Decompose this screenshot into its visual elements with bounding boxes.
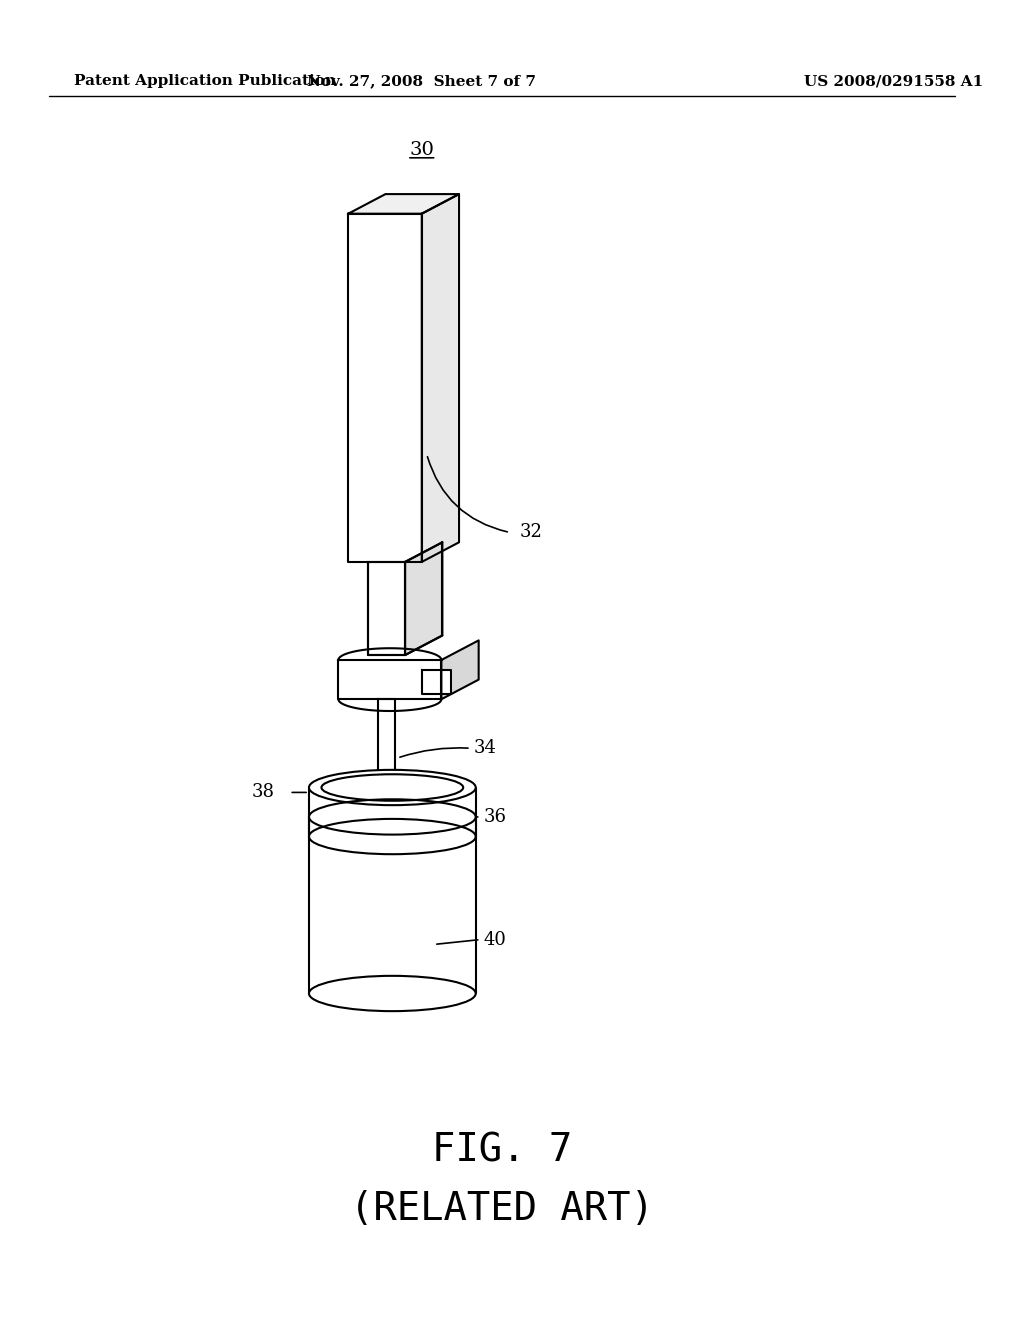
Text: 32: 32	[520, 524, 543, 541]
Text: US 2008/0291558 A1: US 2008/0291558 A1	[804, 74, 983, 88]
Polygon shape	[378, 700, 395, 788]
Polygon shape	[368, 562, 406, 655]
Ellipse shape	[309, 770, 476, 805]
Text: 36: 36	[483, 808, 507, 826]
Polygon shape	[441, 640, 478, 700]
Polygon shape	[406, 543, 442, 655]
Text: Patent Application Publication: Patent Application Publication	[74, 74, 336, 88]
Polygon shape	[348, 194, 459, 214]
Polygon shape	[422, 194, 459, 562]
Text: 40: 40	[483, 931, 507, 949]
Text: Nov. 27, 2008  Sheet 7 of 7: Nov. 27, 2008 Sheet 7 of 7	[307, 74, 537, 88]
Text: (RELATED ART): (RELATED ART)	[350, 1191, 654, 1229]
Ellipse shape	[322, 775, 463, 801]
Text: 38: 38	[252, 783, 274, 801]
Text: 34: 34	[474, 739, 497, 758]
Ellipse shape	[309, 975, 476, 1011]
Text: FIG. 7: FIG. 7	[432, 1131, 572, 1170]
Polygon shape	[348, 214, 422, 562]
Polygon shape	[338, 660, 441, 700]
Text: 30: 30	[410, 141, 434, 158]
Polygon shape	[422, 669, 452, 694]
